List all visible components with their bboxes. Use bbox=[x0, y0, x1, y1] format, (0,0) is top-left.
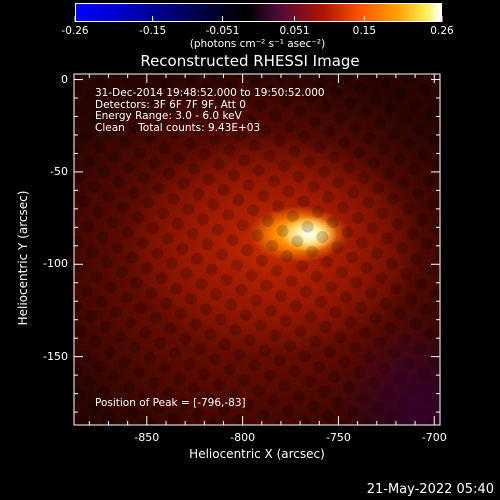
y-tick-label: -150 bbox=[43, 349, 68, 363]
y-axis-label: Heliocentric Y (arcsec) bbox=[16, 190, 30, 326]
info-line-4: Clean Total counts: 9.43E+03 bbox=[95, 121, 261, 134]
x-tick-label: -850 bbox=[134, 431, 160, 444]
colorbar-tick-label: -0.051 bbox=[205, 25, 240, 37]
heatmap-image bbox=[74, 74, 440, 425]
info-line-1: 31-Dec-2014 19:48:52.000 to 19:50:52.000 bbox=[95, 87, 325, 99]
footer-timestamp: 21-May-2022 05:40 bbox=[366, 482, 494, 497]
colorbar-tick-label: 0.26 bbox=[430, 25, 454, 37]
info-line-2: Detectors: 3F 6F 7F 9F, Att 0 bbox=[95, 98, 246, 111]
colorbar bbox=[75, 3, 442, 22]
info-line-3: Energy Range: 3.0 - 6.0 keV bbox=[95, 110, 242, 122]
colorbar-tick-label: -0.26 bbox=[61, 25, 89, 37]
x-tick-label: -800 bbox=[230, 431, 256, 444]
chart-title: Reconstructed RHESSI Image bbox=[140, 52, 360, 70]
x-tick-label: -750 bbox=[325, 431, 351, 444]
peak-position-label: Position of Peak = [-796,-83] bbox=[95, 397, 246, 409]
plot-frame bbox=[73, 73, 441, 426]
colorbar-tick-label: -0.15 bbox=[139, 25, 167, 37]
purple-corner bbox=[334, 314, 440, 425]
x-axis-label: Heliocentric X (arcsec) bbox=[189, 447, 325, 461]
colorbar-tick-label: 0.051 bbox=[279, 25, 310, 37]
y-tick-label: 0 bbox=[61, 72, 68, 86]
colorbar-tick-label: 0.15 bbox=[352, 25, 377, 37]
y-tick-label: -50 bbox=[50, 164, 68, 178]
colorbar-unit-label: (photons cm⁻² s⁻¹ asec⁻²) bbox=[189, 38, 326, 50]
x-tick-label: -700 bbox=[421, 431, 447, 444]
y-tick-label: -100 bbox=[43, 257, 68, 271]
